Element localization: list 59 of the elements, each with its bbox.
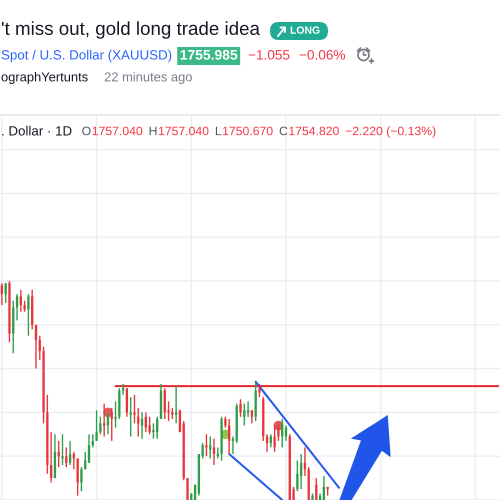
candlestick: [270, 434, 272, 448]
text: 1754.820: [289, 126, 339, 136]
text: O: [82, 126, 91, 136]
candlestick: [72, 451, 76, 470]
candlestick: [144, 412, 148, 433]
candlestick: [110, 407, 113, 442]
text: 1757.040: [92, 126, 142, 136]
chart-subtitle: Spot / U.S. Dollar (XAUUSD): [2, 50, 172, 62]
candlestick: [0, 282, 4, 306]
text: ographYertunts: [2, 72, 88, 84]
text: 22 minutes ago: [104, 72, 192, 84]
candlestick: [156, 416, 158, 440]
text: C: [280, 126, 288, 136]
candlestick: [130, 396, 132, 438]
candlestick: [95, 410, 98, 442]
candlestick: [216, 446, 219, 460]
candlestick: [137, 407, 140, 438]
candlestick: [164, 388, 166, 420]
candlestick: [38, 335, 41, 361]
text: H: [150, 126, 156, 136]
text: 1757.040: [158, 126, 208, 136]
candlestick: [322, 475, 326, 500]
candlestick: [243, 402, 246, 426]
chart-title: 't miss out, gold long trade idea: [2, 21, 260, 39]
candlestick: [186, 477, 189, 500]
candlestick: [4, 282, 7, 304]
candlestick: [65, 446, 68, 468]
candlestick: [273, 424, 276, 453]
text: LONG: [290, 26, 320, 34]
candlestick: [296, 460, 299, 492]
text: . Dollar · 1D: [2, 126, 72, 136]
candlestick: [224, 416, 227, 428]
candlestick: [250, 410, 254, 424]
text: −2.220 (−0.13%): [346, 126, 436, 138]
candlestick: [300, 453, 302, 490]
text: 1750.670: [223, 126, 273, 136]
candlestick: [92, 434, 94, 448]
candlestick: [246, 400, 250, 418]
candlestick: [315, 477, 318, 500]
text: −1.055: [248, 50, 290, 60]
candlestick: [148, 416, 151, 435]
candlestick: [102, 402, 106, 438]
candlestick: [152, 422, 155, 440]
candlestick: [20, 289, 22, 312]
candlestick: [68, 440, 72, 466]
candlestick: [61, 434, 64, 466]
text: L: [216, 126, 222, 136]
candlestick: [174, 385, 178, 424]
text: −0.06%: [300, 50, 346, 60]
candlestick: [304, 446, 306, 477]
candlestick: [23, 300, 26, 312]
text: 1755.985: [180, 50, 238, 60]
candlestick: [281, 418, 284, 448]
candlestick: [58, 440, 60, 468]
candlestick: [122, 383, 124, 396]
candlestick: [50, 431, 52, 484]
candlestick: [209, 436, 212, 460]
candlestick: [27, 293, 30, 336]
candlestick: [228, 418, 230, 455]
